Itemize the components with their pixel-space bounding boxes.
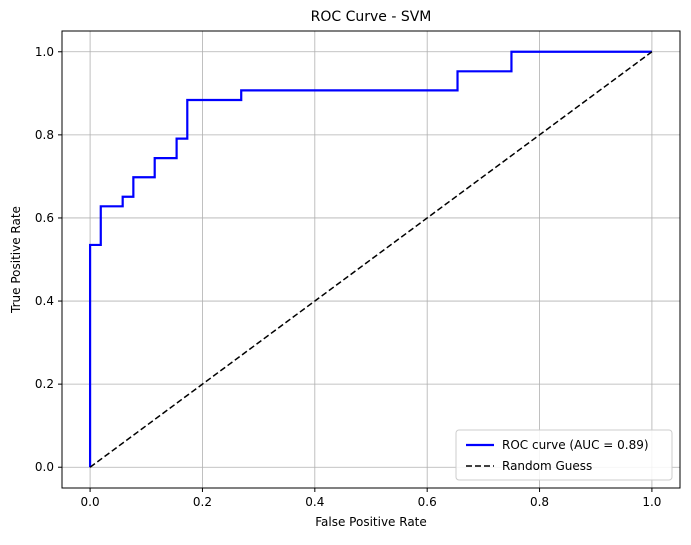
series-layer: [88, 50, 653, 468]
x-tick-label: 0.0: [81, 495, 100, 509]
y-tick-label: 0.8: [35, 128, 54, 142]
y-tick-label: 0.4: [35, 294, 54, 308]
y-tick-label: 1.0: [35, 45, 54, 59]
x-tick-label: 0.6: [418, 495, 437, 509]
legend-box: [455, 429, 673, 481]
legend-label-roc-curve: ROC curve (AUC = 0.89): [502, 438, 649, 452]
y-tick-label: 0.0: [35, 460, 54, 474]
ticks: 0.0 0.2 0.4 0.6 0.8 1.0 0.0 0.2 0.4 0.6 0.8 1.0: [35, 45, 662, 509]
y-tick-label: 0.2: [35, 377, 54, 391]
y-axis-label: True Positive Rate: [9, 206, 23, 314]
legend: ROC curve (AUC = 0.89) Random Guess: [455, 429, 673, 481]
x-tick-label: 0.2: [193, 495, 212, 509]
y-tick-label: 0.6: [35, 211, 54, 225]
x-tick-label: 0.4: [305, 495, 324, 509]
plot-frame: [61, 30, 681, 489]
x-tick-label: 1.0: [642, 495, 661, 509]
legend-label-random-guess: Random Guess: [502, 459, 592, 473]
x-axis-label: False Positive Rate: [315, 515, 427, 529]
grid: [62, 31, 680, 488]
chart-title: ROC Curve - SVM: [311, 9, 432, 25]
roc-curve-line: [88, 50, 652, 468]
x-tick-label: 0.8: [530, 495, 549, 509]
